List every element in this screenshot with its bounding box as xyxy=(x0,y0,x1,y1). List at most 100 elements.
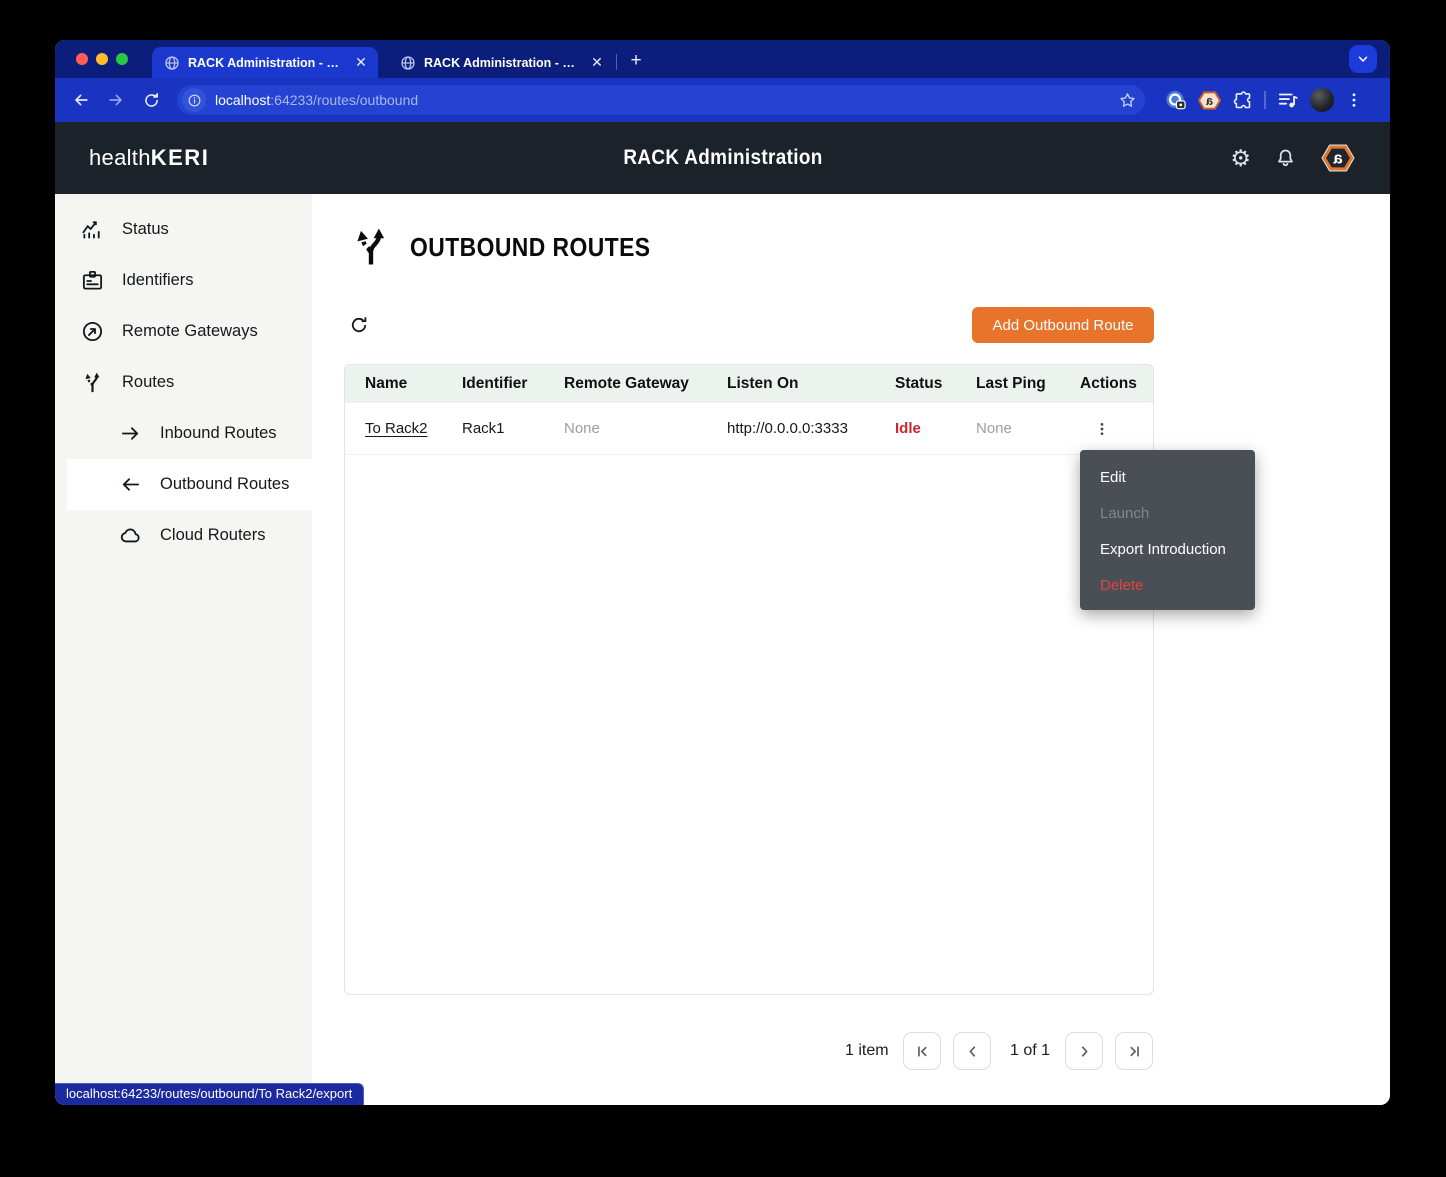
forward-arrow-icon xyxy=(109,94,122,106)
routes-table-card: Name Identifier Remote Gateway Listen On… xyxy=(344,364,1154,995)
media-controls-icon[interactable] xyxy=(1277,89,1299,111)
sidebar-item-inbound-routes[interactable]: Inbound Routes xyxy=(55,408,312,459)
page-content: Status Identifiers Remote Gateways xyxy=(55,194,1390,1105)
reload-button[interactable] xyxy=(137,86,165,114)
healthkeri-logo: healthKERI xyxy=(89,145,209,171)
url-host: localhost xyxy=(215,92,271,108)
route-name-link[interactable]: To Rack2 xyxy=(365,420,428,437)
gateway-compass-icon xyxy=(82,321,103,342)
main-panel: OUTBOUND ROUTES Add Outbound Route Name … xyxy=(312,194,1390,1105)
column-header-remote-gateway: Remote Gateway xyxy=(564,375,689,392)
app-header: healthKERI RACK Administration ⚙ a xyxy=(55,122,1390,194)
page-title-row: OUTBOUND ROUTES xyxy=(350,226,683,268)
tab-divider xyxy=(616,54,617,70)
menu-item-export-introduction[interactable]: Export Introduction xyxy=(1100,541,1226,558)
column-header-listen-on: Listen On xyxy=(727,375,799,392)
toolbar-separator xyxy=(1264,91,1266,109)
arrow-left-icon xyxy=(122,478,140,491)
sidebar-item-outbound-routes[interactable]: Outbound Routes xyxy=(67,459,312,510)
sidebar-item-label: Status xyxy=(122,220,169,238)
adblock-extension-icon[interactable]: a xyxy=(1198,89,1221,112)
new-tab-button[interactable]: + xyxy=(630,50,642,71)
reload-icon xyxy=(144,92,158,107)
tabs: RACK Administration - Rack1 ✕ RACK Admin… xyxy=(152,40,649,78)
link-status-tooltip: localhost:64233/routes/outbound/To Rack2… xyxy=(55,1083,365,1105)
route-identifier-cell: Rack1 xyxy=(462,420,505,437)
back-arrow-icon xyxy=(75,94,88,106)
tab-close-icon[interactable]: ✕ xyxy=(355,54,367,70)
pagination-first-button[interactable] xyxy=(903,1032,941,1070)
sidebar-item-identifiers[interactable]: Identifiers xyxy=(55,255,312,306)
tab-title: RACK Administration - Rack1 xyxy=(188,55,344,70)
sidebar-item-label: Outbound Routes xyxy=(160,475,290,493)
tab-rack2[interactable]: RACK Administration - Rack2 ✕ xyxy=(388,47,614,78)
macos-traffic-lights xyxy=(76,53,128,65)
notifications-bell-icon[interactable] xyxy=(1274,147,1297,170)
row-actions-context-menu: Edit Launch Export Introduction Delete xyxy=(1080,450,1255,610)
sidebar-item-label: Remote Gateways xyxy=(122,322,258,340)
chevron-down-icon xyxy=(1358,56,1368,62)
pagination-page-label: 1 of 1 xyxy=(1009,1042,1051,1059)
status-chart-icon xyxy=(82,221,100,239)
browser-window: RACK Administration - Rack1 ✕ RACK Admin… xyxy=(55,40,1390,1105)
pagination-last-button[interactable] xyxy=(1115,1032,1153,1070)
url-bar[interactable]: localhost:64233/routes/outbound xyxy=(177,85,1145,115)
pagination-previous-button[interactable] xyxy=(953,1032,991,1070)
info-icon xyxy=(188,94,200,106)
sidebar-item-label: Identifiers xyxy=(122,271,194,289)
forward-button[interactable] xyxy=(102,86,130,114)
globe-favicon-icon xyxy=(165,55,179,70)
agent-hexagon-avatar[interactable]: a xyxy=(1320,140,1356,176)
password-manager-extension-icon[interactable] xyxy=(1164,89,1187,112)
site-info-button[interactable] xyxy=(182,88,206,112)
id-badge-icon xyxy=(82,270,103,290)
page-title: OUTBOUND ROUTES xyxy=(410,231,651,262)
bookmark-star-icon[interactable] xyxy=(1118,91,1137,110)
sidebar-item-cloud-routers[interactable]: Cloud Routers xyxy=(55,510,312,561)
add-outbound-route-button[interactable]: Add Outbound Route xyxy=(972,307,1154,343)
row-actions-button[interactable] xyxy=(1088,415,1116,443)
menu-item-edit[interactable]: Edit xyxy=(1100,469,1126,486)
refresh-table-button[interactable] xyxy=(346,312,372,338)
tab-rack1[interactable]: RACK Administration - Rack1 ✕ xyxy=(152,47,378,78)
arrow-right-icon xyxy=(121,427,139,440)
browser-menu-kebab-icon[interactable] xyxy=(1345,91,1363,109)
sidebar-item-status[interactable]: Status xyxy=(55,204,312,255)
pagination-next-button[interactable] xyxy=(1065,1032,1103,1070)
column-header-actions: Actions xyxy=(1080,375,1137,392)
route-remote-gateway-cell: None xyxy=(564,420,600,437)
logo-keri-text: KERI xyxy=(150,145,210,170)
chevron-right-icon xyxy=(1081,1045,1087,1057)
header-icon-group: ⚙ a xyxy=(1230,140,1356,176)
menu-item-launch: Launch xyxy=(1100,505,1150,522)
minimize-window-button[interactable] xyxy=(96,53,108,65)
column-header-last-ping: Last Ping xyxy=(976,375,1046,392)
route-status-cell: Idle xyxy=(895,420,921,437)
browser-profile-avatar[interactable] xyxy=(1309,88,1334,112)
tab-search-button[interactable] xyxy=(1349,45,1377,73)
browser-toolbar: localhost:64233/routes/outbound a xyxy=(55,78,1390,122)
table-header-row: Name Identifier Remote Gateway Listen On… xyxy=(345,365,1153,403)
url-path: :64233/routes/outbound xyxy=(270,92,419,108)
extension-cluster: a xyxy=(1164,88,1363,112)
tab-close-icon[interactable]: ✕ xyxy=(591,54,603,70)
sidebar-item-routes[interactable]: Routes xyxy=(55,357,312,408)
menu-item-delete[interactable]: Delete xyxy=(1100,577,1144,594)
refresh-icon xyxy=(351,317,367,333)
back-button[interactable] xyxy=(67,86,95,114)
url-text: localhost:64233/routes/outbound xyxy=(215,92,1109,108)
settings-gear-icon[interactable]: ⚙ xyxy=(1230,144,1251,171)
svg-text:a: a xyxy=(1333,149,1343,167)
logo-health-text: health xyxy=(89,145,151,170)
sidebar: Status Identifiers Remote Gateways xyxy=(55,194,312,1105)
cloud-icon xyxy=(120,528,140,543)
zoom-window-button[interactable] xyxy=(116,53,128,65)
extensions-puzzle-icon[interactable] xyxy=(1232,90,1253,111)
outbound-routes-fork-icon xyxy=(357,228,385,265)
routes-fork-icon xyxy=(85,372,100,393)
pagination-count-label: 1 item xyxy=(845,1042,889,1059)
close-window-button[interactable] xyxy=(76,53,88,65)
sidebar-item-label: Routes xyxy=(122,373,175,391)
sidebar-item-remote-gateways[interactable]: Remote Gateways xyxy=(55,306,312,357)
